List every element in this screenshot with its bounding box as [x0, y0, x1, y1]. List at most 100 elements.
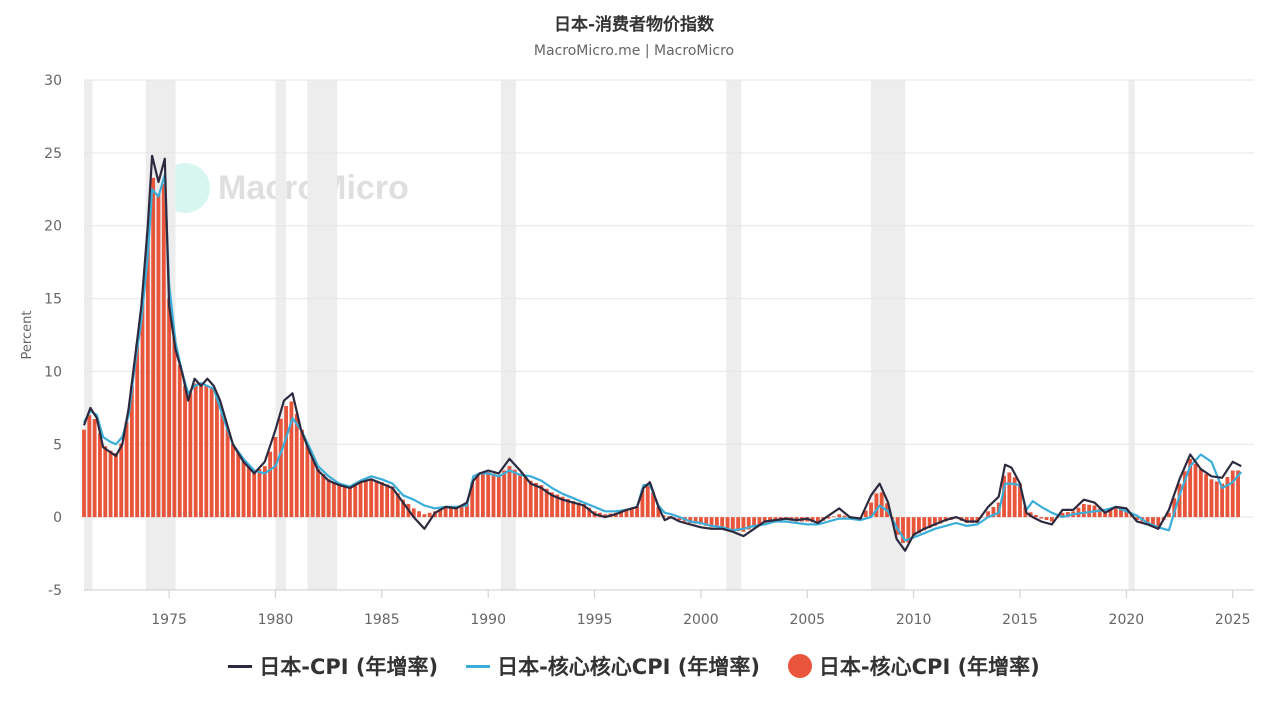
core-cpi-bar — [310, 457, 315, 518]
core-cpi-bar — [268, 451, 273, 518]
legend: 日本-CPI (年增率) 日本-核心核心CPI (年增率) 日本-核心CPI (… — [0, 651, 1268, 681]
core-cpi-bar — [1124, 509, 1129, 518]
core-cpi-bar — [411, 508, 416, 518]
core-cpi-bar — [284, 406, 289, 518]
core-cpi-bar — [443, 506, 448, 518]
core-cpi-bar — [1135, 517, 1139, 521]
x-tick-label: 1995 — [577, 612, 613, 628]
core-cpi-bar — [555, 494, 560, 518]
core-cpi-bar — [294, 413, 299, 518]
core-cpi-bar — [230, 444, 235, 518]
core-cpi-bar — [257, 469, 262, 518]
core-cpi-bar — [337, 485, 342, 518]
core-cpi-bar — [730, 517, 735, 531]
core-cpi-bar — [289, 401, 294, 518]
core-cpi-bar — [895, 517, 900, 535]
core-cpi-bar — [528, 480, 533, 518]
core-cpi-bar — [932, 517, 937, 526]
core-cpi-bar — [1188, 458, 1193, 518]
core-cpi-bar — [1097, 508, 1102, 518]
core-cpi-bar — [151, 177, 156, 518]
core-cpi-bar — [1220, 483, 1225, 518]
core-cpi-bar — [183, 386, 187, 518]
core-cpi-bar — [831, 516, 836, 518]
core-cpi-bar — [1166, 512, 1171, 518]
cpi-line — [82, 154, 1242, 552]
core-cpi-bar — [145, 233, 150, 518]
core-cpi-bar — [449, 506, 453, 518]
core-cpi-bar — [587, 507, 592, 518]
core-cpi-bar — [815, 517, 820, 523]
x-tick-label: 1985 — [364, 612, 400, 628]
core-cpi-bar — [1044, 517, 1049, 521]
legend-label-core-core-cpi: 日本-核心核心CPI (年增率) — [497, 655, 760, 679]
core-cpi-bar — [911, 517, 916, 537]
core-cpi-bar — [363, 480, 368, 518]
core-cpi-bar — [140, 299, 145, 518]
x-tick-label: 1990 — [470, 612, 506, 628]
core-cpi-bar — [385, 484, 390, 518]
core-cpi-bar — [454, 506, 459, 518]
core-cpi-bar — [1113, 506, 1118, 518]
core-cpi-bar — [246, 466, 251, 518]
core-cpi-bar — [757, 517, 762, 526]
core-cpi-bar — [347, 488, 352, 518]
core-cpi-bar — [326, 479, 331, 518]
core-cpi-bar — [576, 502, 581, 518]
core-cpi-bar — [353, 485, 358, 518]
core-cpi-bar — [534, 482, 538, 518]
chart-subtitle: MacroMicro.me | MacroMicro — [533, 43, 735, 59]
core-cpi-bar — [1198, 469, 1203, 518]
core-cpi-bar — [1145, 517, 1150, 523]
core-cpi-bar — [135, 344, 140, 518]
core-cpi-bar — [938, 517, 943, 524]
core-cpi-bar — [1151, 517, 1155, 526]
recession-band — [84, 80, 93, 590]
core-cpi-bar — [369, 479, 374, 518]
core-cpi-bar — [507, 466, 512, 518]
core-cpi-bar — [98, 433, 102, 518]
core-cpi-bar — [624, 509, 629, 518]
core-cpi-bar — [863, 510, 868, 518]
core-cpi-bar — [241, 460, 246, 518]
core-cpi-bar — [188, 392, 193, 518]
legend-item-cpi[interactable]: 日本-CPI (年增率) — [228, 651, 438, 681]
core-cpi-bar — [1039, 517, 1044, 519]
core-cpi-bar — [316, 469, 320, 518]
core-cpi-bar — [1103, 511, 1108, 518]
core-cpi-bar — [177, 364, 182, 518]
core-cpi-bar — [752, 517, 757, 528]
core-cpi-bar — [332, 482, 336, 518]
core-cpi-bar — [645, 484, 650, 518]
core-cpi-bar — [1177, 483, 1182, 518]
core-cpi-bar — [502, 470, 507, 518]
core-cpi-bar — [204, 384, 209, 518]
core-cpi-bar — [427, 512, 432, 518]
x-tick-label: 2015 — [1002, 612, 1038, 628]
core-cpi-bar — [1236, 470, 1240, 518]
core-cpi-bar — [879, 492, 884, 518]
core-cpi-bar — [300, 429, 304, 518]
legend-item-core-core-cpi[interactable]: 日本-核心核心CPI (年增率) — [466, 651, 760, 681]
core-cpi-bar — [496, 474, 501, 518]
recession-band — [1128, 80, 1135, 590]
core-cpi-bar — [842, 515, 847, 518]
core-cpi-bar — [970, 517, 975, 523]
core-cpi-bar — [480, 472, 485, 518]
core-cpi-bar — [103, 446, 108, 518]
core-cpi-bar — [746, 517, 751, 530]
core-cpi-bar — [906, 517, 911, 543]
core-cpi-bar — [672, 517, 677, 518]
y-tick-label: 30 — [44, 73, 62, 89]
core-cpi-bar — [199, 386, 203, 518]
core-cpi-bar — [1108, 509, 1113, 518]
recession-band — [726, 80, 742, 590]
core-cpi-bar — [571, 501, 576, 518]
x-tick-label: 2010 — [896, 612, 932, 628]
core-cpi-bar — [651, 492, 655, 518]
legend-item-core-cpi[interactable]: 日本-核心CPI (年增率) — [787, 651, 1040, 681]
core-cpi-bar — [709, 517, 714, 528]
core-cpi-bar — [1002, 475, 1006, 518]
core-cpi-bar — [225, 428, 230, 518]
